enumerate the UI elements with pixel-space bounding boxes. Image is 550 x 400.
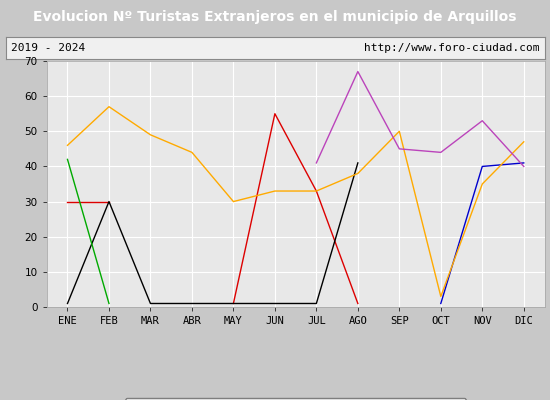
Text: 2019 - 2024: 2019 - 2024 bbox=[11, 43, 85, 53]
Text: http://www.foro-ciudad.com: http://www.foro-ciudad.com bbox=[364, 43, 539, 53]
Text: Evolucion Nº Turistas Extranjeros en el municipio de Arquillos: Evolucion Nº Turistas Extranjeros en el … bbox=[33, 10, 517, 24]
Legend: 2024, 2023, 2022, 2021, 2020, 2019: 2024, 2023, 2022, 2021, 2020, 2019 bbox=[125, 398, 466, 400]
